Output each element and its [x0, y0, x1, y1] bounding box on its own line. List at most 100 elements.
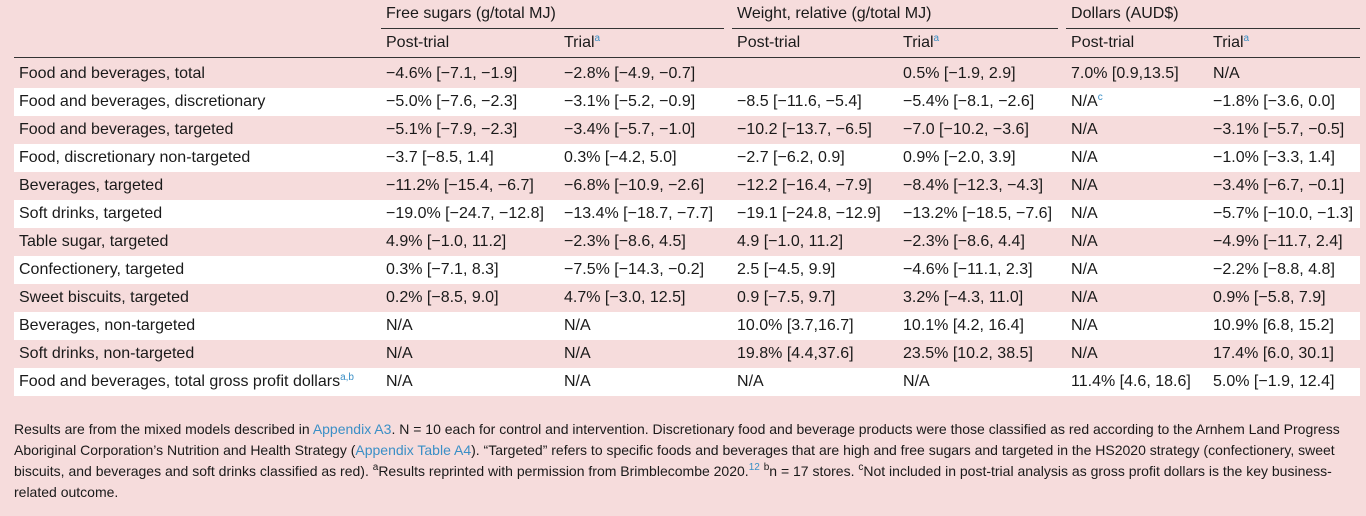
results-table: Free sugars (g/total MJ) Weight, relativ…	[14, 0, 1361, 396]
free-sugars-trial-cell: 4.7% [−3.0, 12.5]	[559, 284, 725, 312]
weight-trial-cell: 10.1% [4.2, 16.4]	[898, 312, 1059, 340]
row-label: Soft drinks, non-targeted	[14, 340, 381, 368]
free-sugars-post-trial-cell: −19.0% [−24.7, −12.8]	[381, 200, 559, 228]
dollars-trial-cell: 5.0% [−1.9, 12.4]	[1208, 368, 1361, 396]
free-sugars-trial-cell: −3.1% [−5.2, −0.9]	[559, 88, 725, 116]
table-row: Food and beverages, targeted −5.1% [−7.9,…	[14, 116, 1361, 144]
row-label: Confectionery, targeted	[14, 256, 381, 284]
weight-post-trial-cell: 2.5 [−4.5, 9.9]	[732, 256, 899, 284]
subheader-trial: Triala	[898, 28, 1059, 58]
dollars-trial-cell: 0.9% [−5.8, 7.9]	[1208, 284, 1361, 312]
free-sugars-post-trial-cell: −3.7 [−8.5, 1.4]	[381, 144, 559, 172]
table-row: Food and beverages, discretionary −5.0% […	[14, 88, 1361, 116]
dollars-post-trial-cell: N/A	[1066, 144, 1209, 172]
dollars-post-trial-cell: N/A	[1066, 228, 1209, 256]
weight-post-trial-cell: −2.7 [−6.2, 0.9]	[732, 144, 899, 172]
row-label: Beverages, non-targeted	[14, 312, 381, 340]
table-row: Sweet biscuits, targeted 0.2% [−8.5, 9.0]…	[14, 284, 1361, 312]
table-row: Food and beverages, total −4.6% [−7.1, −1…	[14, 57, 1361, 88]
weight-post-trial-cell: −8.5 [−11.6, −5.4]	[732, 88, 899, 116]
table-row: Soft drinks, non-targeted N/A N/A 19.8% [4.…	[14, 340, 1361, 368]
row-label: Table sugar, targeted	[14, 228, 381, 256]
dollars-post-trial-cell: N/A	[1066, 116, 1209, 144]
free-sugars-post-trial-cell: 4.9% [−1.0, 11.2]	[381, 228, 559, 256]
dollars-trial-cell: −1.0% [−3.3, 1.4]	[1208, 144, 1361, 172]
dollars-trial-cell: −2.2% [−8.8, 4.8]	[1208, 256, 1361, 284]
free-sugars-post-trial-cell: 0.2% [−8.5, 9.0]	[381, 284, 559, 312]
row-label: Food and beverages, total gross profit d…	[14, 368, 381, 396]
subheader-trial: Triala	[1208, 28, 1361, 58]
free-sugars-post-trial-cell: −4.6% [−7.1, −1.9]	[381, 57, 559, 88]
dollars-trial-cell: 17.4% [6.0, 30.1]	[1208, 340, 1361, 368]
dollars-post-trial-cell: N/Ac	[1066, 88, 1209, 116]
header-dollars: Dollars (AUD$)	[1066, 0, 1361, 29]
weight-trial-cell: −5.4% [−8.1, −2.6]	[898, 88, 1059, 116]
dollars-post-trial-cell: N/A	[1066, 340, 1209, 368]
weight-post-trial-cell: 4.9 [−1.0, 11.2]	[732, 228, 899, 256]
reference-12-link[interactable]: 12	[748, 462, 760, 473]
table-row: Table sugar, targeted 4.9% [−1.0, 11.2] −2…	[14, 228, 1361, 256]
appendix-a3-link[interactable]: Appendix A3	[312, 421, 392, 437]
free-sugars-post-trial-cell: −11.2% [−15.4, −6.7]	[381, 172, 559, 200]
weight-post-trial-cell	[732, 57, 899, 88]
dollars-post-trial-cell: N/A	[1066, 284, 1209, 312]
header-weight-relative: Weight, relative (g/total MJ)	[732, 0, 1059, 29]
free-sugars-post-trial-cell: N/A	[381, 340, 559, 368]
subheader-post-trial: Post-trial	[381, 28, 559, 58]
weight-post-trial-cell: −10.2 [−13.7, −6.5]	[732, 116, 899, 144]
row-label: Food and beverages, discretionary	[14, 88, 381, 116]
weight-trial-cell: −7.0 [−10.2, −3.6]	[898, 116, 1059, 144]
row-label: Food and beverages, targeted	[14, 116, 381, 144]
table-row: Confectionery, targeted 0.3% [−7.1, 8.3] −…	[14, 256, 1361, 284]
free-sugars-post-trial-cell: −5.1% [−7.9, −2.3]	[381, 116, 559, 144]
row-label: Beverages, targeted	[14, 172, 381, 200]
weight-trial-cell: −4.6% [−11.1, 2.3]	[898, 256, 1059, 284]
free-sugars-trial-cell: −3.4% [−5.7, −1.0]	[559, 116, 725, 144]
table-row: Soft drinks, targeted −19.0% [−24.7, −12.…	[14, 200, 1361, 228]
free-sugars-trial-cell: −2.3% [−8.6, 4.5]	[559, 228, 725, 256]
subheader-post-trial: Post-trial	[732, 28, 899, 58]
weight-trial-cell: −8.4% [−12.3, −4.3]	[898, 172, 1059, 200]
dollars-trial-cell: −4.9% [−11.7, 2.4]	[1208, 228, 1361, 256]
weight-trial-cell: −2.3% [−8.6, 4.4]	[898, 228, 1059, 256]
dollars-post-trial-cell: N/A	[1066, 256, 1209, 284]
free-sugars-trial-cell: N/A	[559, 312, 725, 340]
row-label: Food, discretionary non-targeted	[14, 144, 381, 172]
dollars-trial-cell: 10.9% [6.8, 15.2]	[1208, 312, 1361, 340]
table-row: Beverages, non-targeted N/A N/A 10.0% [3.7,…	[14, 312, 1361, 340]
header-empty	[14, 0, 381, 29]
weight-post-trial-cell: 0.9 [−7.5, 9.7]	[732, 284, 899, 312]
dollars-trial-cell: −3.4% [−6.7, −0.1]	[1208, 172, 1361, 200]
table-body: Food and beverages, total −4.6% [−7.1, −1…	[14, 57, 1361, 396]
subheader-post-trial: Post-trial	[1066, 28, 1209, 58]
appendix-table-a4-link[interactable]: Appendix Table A4	[355, 442, 472, 458]
free-sugars-trial-cell: −6.8% [−10.9, −2.6]	[559, 172, 725, 200]
weight-trial-cell: 3.2% [−4.3, 11.0]	[898, 284, 1059, 312]
dollars-trial-cell: −5.7% [−10.0, −1.3]	[1208, 200, 1361, 228]
free-sugars-trial-cell: −7.5% [−14.3, −0.2]	[559, 256, 725, 284]
free-sugars-trial-cell: −13.4% [−18.7, −7.7]	[559, 200, 725, 228]
free-sugars-trial-cell: N/A	[559, 368, 725, 396]
dollars-post-trial-cell: N/A	[1066, 312, 1209, 340]
dollars-trial-cell: −3.1% [−5.7, −0.5]	[1208, 116, 1361, 144]
weight-trial-cell: 23.5% [10.2, 38.5]	[898, 340, 1059, 368]
row-label: Sweet biscuits, targeted	[14, 284, 381, 312]
table-row: Beverages, targeted −11.2% [−15.4, −6.7] −…	[14, 172, 1361, 200]
free-sugars-post-trial-cell: N/A	[381, 312, 559, 340]
weight-trial-cell: 0.5% [−1.9, 2.9]	[898, 57, 1059, 88]
weight-post-trial-cell: 10.0% [3.7,16.7]	[732, 312, 899, 340]
dollars-post-trial-cell: N/A	[1066, 172, 1209, 200]
free-sugars-trial-cell: N/A	[559, 340, 725, 368]
free-sugars-trial-cell: 0.3% [−4.2, 5.0]	[559, 144, 725, 172]
table-row: Food, discretionary non-targeted −3.7 [−8…	[14, 144, 1361, 172]
dollars-post-trial-cell: 11.4% [4.6, 18.6]	[1066, 368, 1209, 396]
subheader-trial: Triala	[559, 28, 725, 58]
row-label: Food and beverages, total	[14, 57, 381, 88]
weight-post-trial-cell: N/A	[732, 368, 899, 396]
weight-post-trial-cell: −19.1 [−24.8, −12.9]	[732, 200, 899, 228]
header-free-sugars: Free sugars (g/total MJ)	[381, 0, 725, 29]
row-label: Soft drinks, targeted	[14, 200, 381, 228]
weight-post-trial-cell: −12.2 [−16.4, −7.9]	[732, 172, 899, 200]
free-sugars-post-trial-cell: −5.0% [−7.6, −2.3]	[381, 88, 559, 116]
weight-post-trial-cell: 19.8% [4.4,37.6]	[732, 340, 899, 368]
